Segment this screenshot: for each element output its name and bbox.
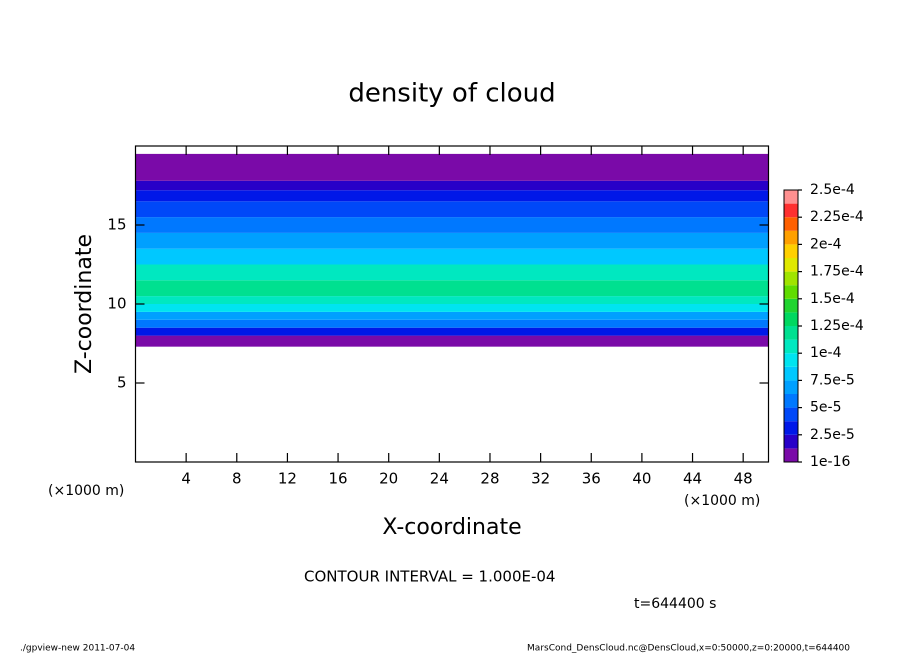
- colorbar-box: [784, 285, 798, 299]
- colorbar-box: [784, 203, 798, 218]
- x-axis-label: X-coordinate: [382, 515, 521, 540]
- density-band: [135, 319, 769, 328]
- colorbar-label: 2.25e-4: [810, 209, 864, 225]
- y-tick-label: 15: [107, 216, 126, 234]
- density-band: [135, 311, 769, 320]
- colorbar-label: 2.5e-4: [810, 182, 855, 198]
- colorbar-box: [784, 244, 798, 258]
- y-axis-label: Z-coordinate: [72, 234, 97, 374]
- colorbar-box: [784, 312, 798, 326]
- colorbar-label: 2e-4: [810, 236, 842, 252]
- x-tick-label: 12: [278, 470, 297, 488]
- y-tick-label: 5: [117, 374, 127, 392]
- colorbar-box: [784, 298, 798, 313]
- time-note: t=644400 s: [634, 596, 716, 612]
- x-unit: (×1000 m): [684, 493, 760, 509]
- colorbar-box: [784, 271, 798, 286]
- colorbar-label: 7.5e-5: [810, 372, 855, 388]
- colorbar-box: [784, 190, 798, 204]
- y-tick-label: 10: [107, 295, 126, 313]
- colorbar-box: [784, 217, 798, 231]
- colorbar-label: 5e-5: [810, 400, 841, 416]
- colorbar-label: 1.5e-4: [810, 291, 855, 307]
- density-band: [135, 248, 769, 265]
- density-band: [135, 280, 769, 297]
- colorbar-box: [784, 394, 798, 408]
- colorbar-box: [784, 326, 798, 340]
- density-band: [135, 201, 769, 218]
- x-tick-label: 32: [531, 470, 550, 488]
- density-band: [135, 264, 769, 281]
- colorbar-box: [784, 353, 798, 367]
- colorbar-box: [784, 448, 798, 462]
- x-tick-label: 16: [329, 470, 348, 488]
- colorbar-box: [784, 258, 798, 272]
- density-band: [135, 296, 769, 304]
- x-tick-label: 20: [379, 470, 398, 488]
- contour-note: CONTOUR INTERVAL = 1.000E-04: [304, 568, 555, 586]
- x-tick-label: 40: [632, 470, 651, 488]
- x-tick-label: 28: [480, 470, 499, 488]
- density-band: [135, 335, 769, 347]
- x-tick-label: 44: [683, 470, 702, 488]
- footer-right: MarsCond_DensCloud.nc@DensCloud,x=0:5000…: [527, 644, 850, 654]
- colorbar-label: 2.5e-5: [810, 427, 855, 443]
- y-unit: (×1000 m): [48, 483, 124, 499]
- colorbar-box: [784, 230, 798, 245]
- density-band: [135, 153, 769, 181]
- footer-left: ./gpview-new 2011-07-04: [20, 644, 135, 654]
- density-band: [135, 327, 769, 336]
- x-tick-label: 36: [582, 470, 601, 488]
- colorbar-label: 1e-16: [810, 454, 850, 470]
- colorbar-box: [784, 339, 798, 354]
- density-band: [135, 304, 769, 312]
- x-tick-label: 4: [181, 470, 191, 488]
- density-band: [135, 180, 769, 191]
- colorbar-box: [784, 434, 798, 449]
- colorbar-label: 1e-4: [810, 345, 842, 361]
- colorbar-box: [784, 407, 798, 422]
- colorbar-box: [784, 380, 798, 394]
- density-band: [135, 232, 769, 249]
- x-tick-label: 48: [734, 470, 753, 488]
- density-band: [135, 190, 769, 202]
- colorbar-label: 1.25e-4: [810, 318, 864, 334]
- density-band: [135, 217, 769, 233]
- x-tick-label: 8: [232, 470, 242, 488]
- colorbar-box: [784, 421, 798, 435]
- x-tick-label: 24: [430, 470, 449, 488]
- chart-title: density of cloud: [348, 79, 555, 109]
- colorbar-box: [784, 366, 798, 381]
- colorbar-label: 1.75e-4: [810, 264, 864, 280]
